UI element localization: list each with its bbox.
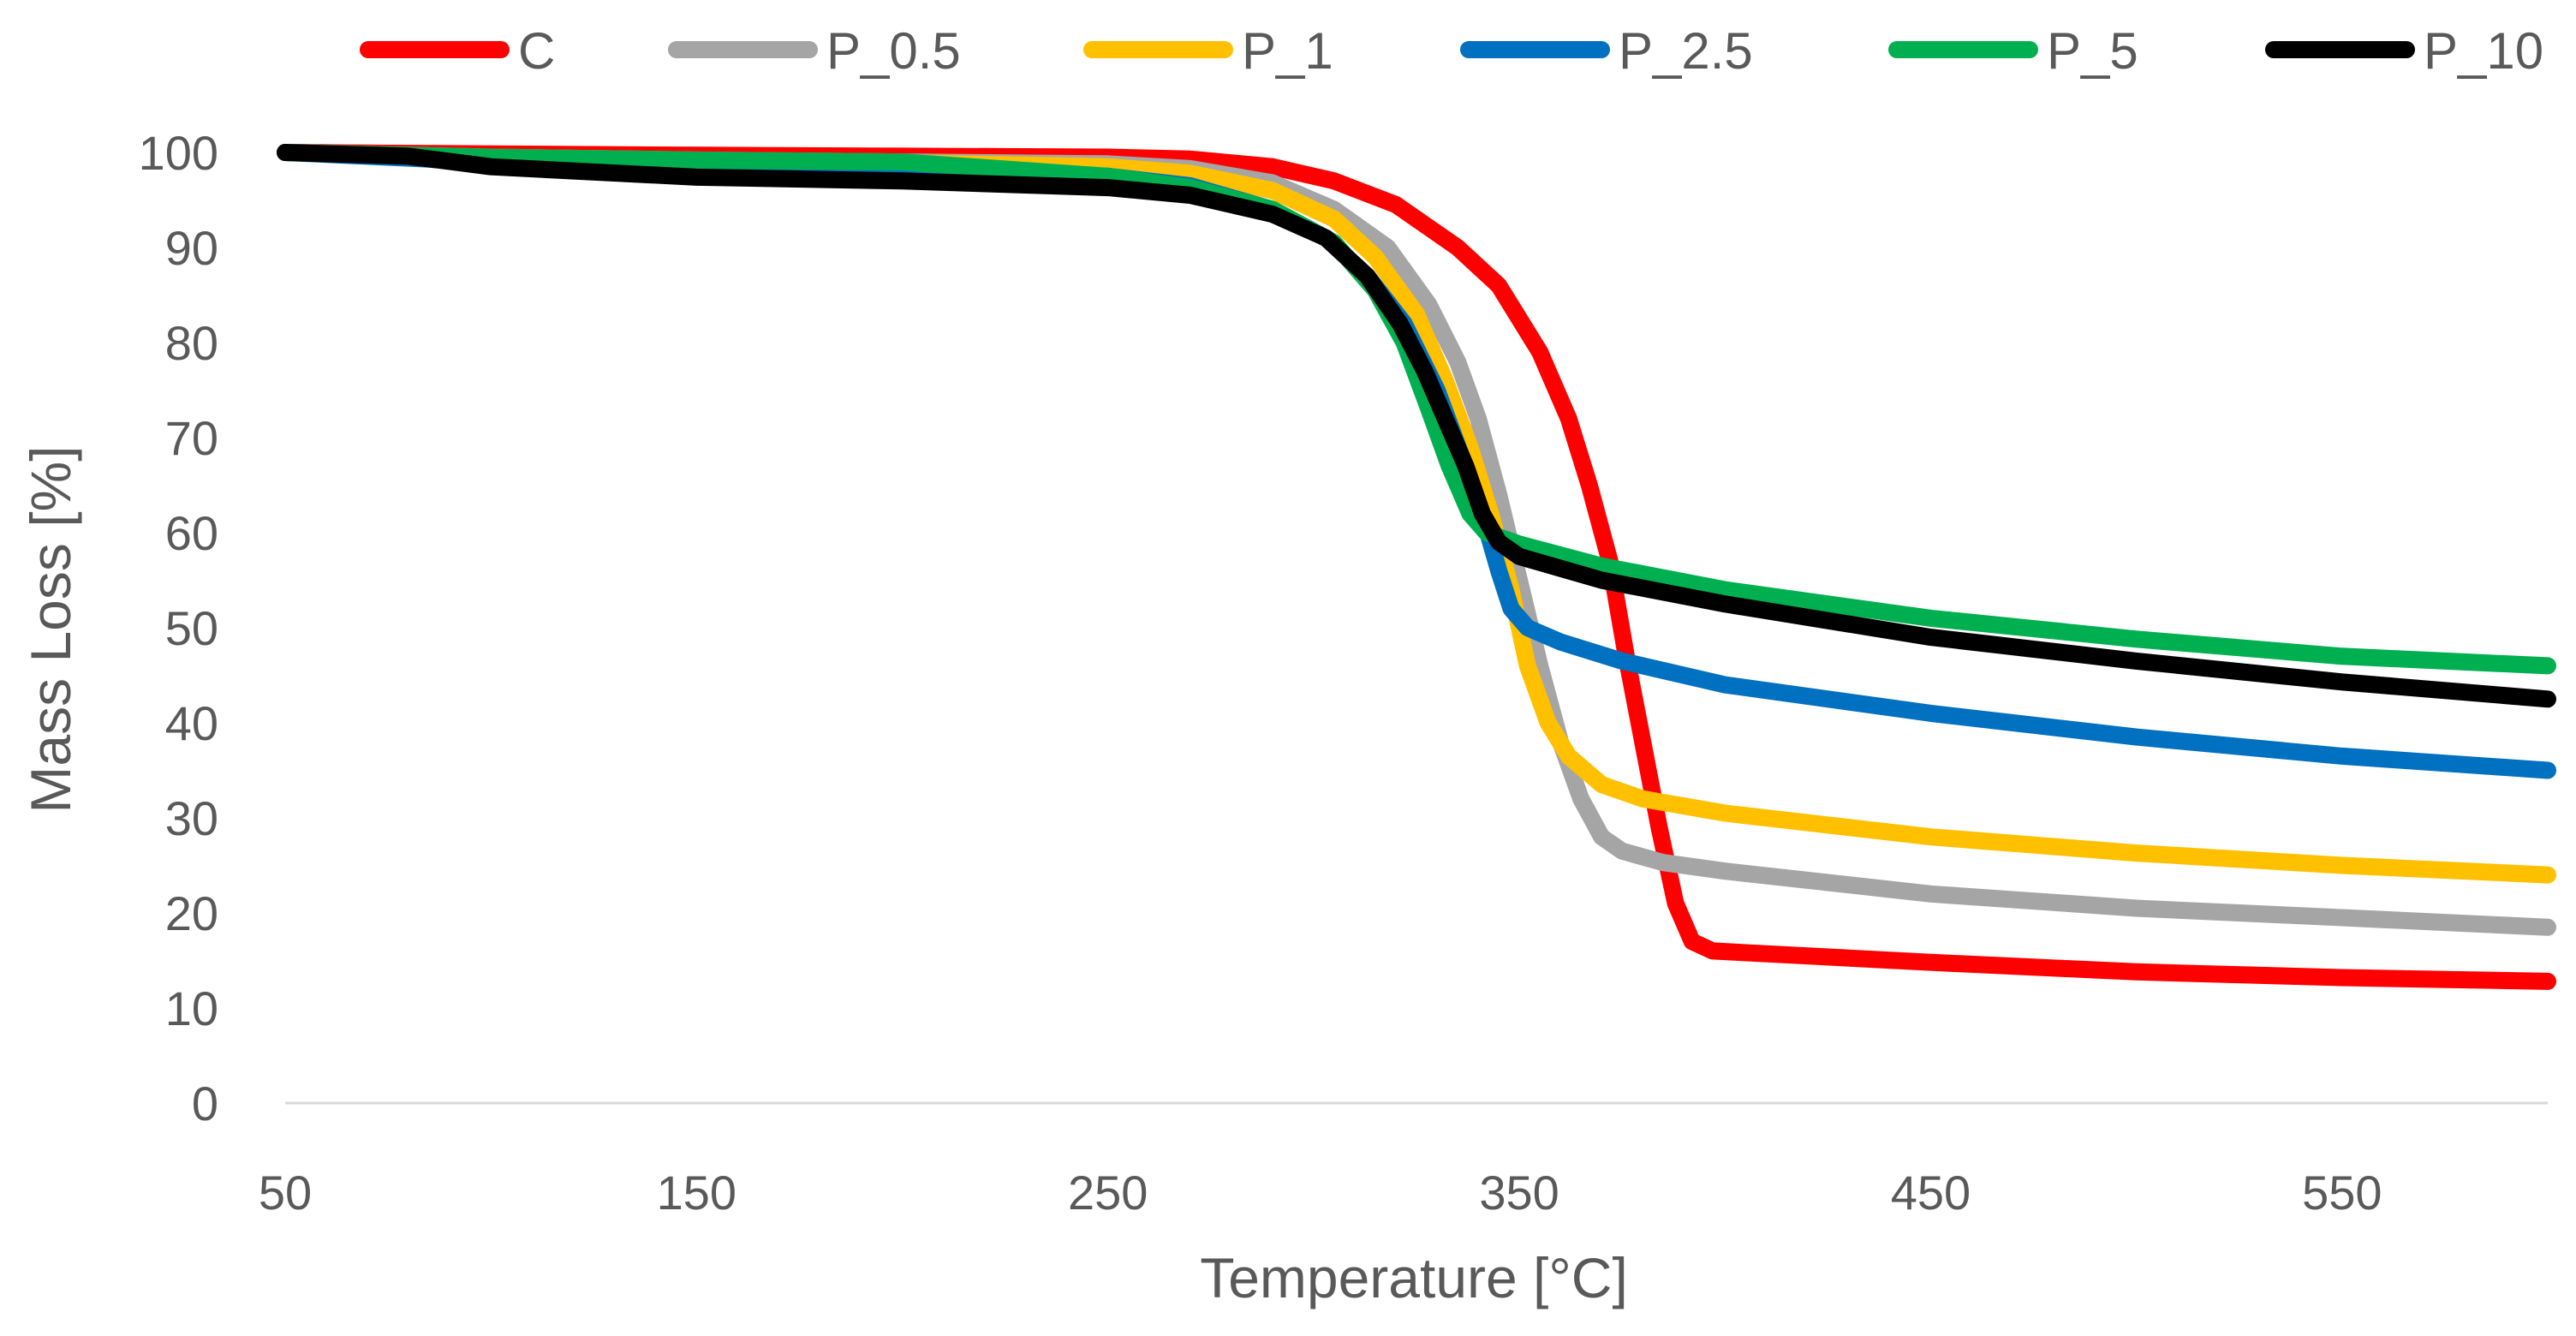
legend-label-p-2-5: P_2.5 bbox=[1619, 22, 1753, 80]
x-tick-label-450: 450 bbox=[1891, 1166, 1971, 1220]
legend-label-p-5: P_5 bbox=[2047, 22, 2138, 80]
y-tick-label-20: 20 bbox=[165, 886, 218, 940]
y-tick-label-90: 90 bbox=[165, 221, 218, 275]
x-tick-label-350: 350 bbox=[1479, 1166, 1559, 1220]
y-tick-label-40: 40 bbox=[165, 696, 218, 750]
y-tick-label-70: 70 bbox=[165, 411, 218, 465]
y-tick-label-0: 0 bbox=[192, 1077, 218, 1130]
x-tick-label-550: 550 bbox=[2302, 1166, 2382, 1220]
x-tick-label-150: 150 bbox=[657, 1166, 736, 1220]
x-tick-label-50: 50 bbox=[259, 1166, 312, 1220]
x-axis-title: Temperature [°C] bbox=[1200, 1246, 1628, 1309]
legend-label-p-10: P_10 bbox=[2424, 22, 2543, 80]
legend: C P_0.5 P_1 P_2.5 P_5 P_10 bbox=[360, 22, 2543, 80]
legend-label-p-0-5: P_0.5 bbox=[826, 22, 961, 80]
x-axis-ticks: 50 150 250 350 450 550 bbox=[259, 1166, 2382, 1220]
y-axis-title: Mass Loss [%] bbox=[19, 445, 82, 813]
y-tick-label-30: 30 bbox=[165, 791, 218, 845]
y-tick-label-100: 100 bbox=[139, 126, 218, 180]
legend-label-c: C bbox=[518, 22, 555, 80]
series-line-p-5 bbox=[277, 144, 2556, 675]
y-axis-ticks: 0 10 20 30 40 50 60 70 80 90 100 bbox=[139, 126, 218, 1130]
y-tick-label-80: 80 bbox=[165, 316, 218, 370]
y-tick-label-60: 60 bbox=[165, 506, 218, 560]
y-tick-label-10: 10 bbox=[165, 981, 218, 1035]
series-lines bbox=[277, 144, 2556, 990]
x-tick-label-250: 250 bbox=[1068, 1166, 1148, 1220]
legend-label-p-1: P_1 bbox=[1242, 22, 1333, 80]
y-tick-label-50: 50 bbox=[165, 601, 218, 655]
series-line-p-10 bbox=[277, 144, 2556, 708]
